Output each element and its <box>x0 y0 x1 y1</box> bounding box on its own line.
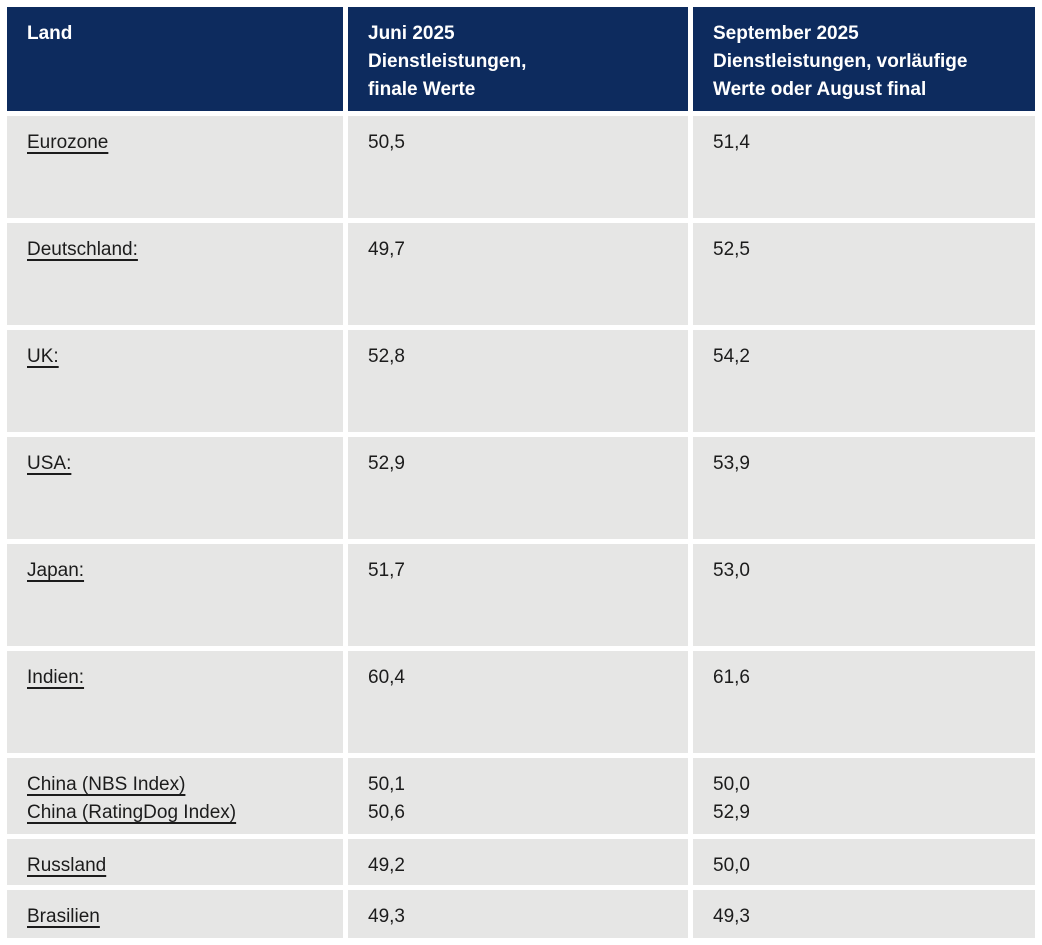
cell-land: Indien: <box>7 651 343 753</box>
cell-land: USA: <box>7 437 343 539</box>
cell-land: Brasilien <box>7 890 343 938</box>
cell-land: China (NBS Index) China (RatingDog Index… <box>7 758 343 834</box>
header-cell-june-2025: Juni 2025 Dienstleistungen, finale Werte <box>348 7 688 111</box>
country-link-brasilien[interactable]: Brasilien <box>27 906 100 927</box>
cell-june-value: 49,7 <box>348 223 688 325</box>
cell-june-value: 51,7 <box>348 544 688 646</box>
cell-september-value: 53,0 <box>693 544 1035 646</box>
country-link-uk[interactable]: UK: <box>27 346 59 367</box>
value-china-ratingdog-june: 50,6 <box>368 802 405 823</box>
country-link-eurozone[interactable]: Eurozone <box>27 132 109 153</box>
country-link-deutschland[interactable]: Deutschland: <box>27 239 138 260</box>
cell-september-value: 52,5 <box>693 223 1035 325</box>
country-link-russland[interactable]: Russland <box>27 855 107 876</box>
cell-june-value: 49,3 <box>348 890 688 938</box>
cell-september-value: 54,2 <box>693 330 1035 432</box>
cell-june-value: 60,4 <box>348 651 688 753</box>
cell-land: Japan: <box>7 544 343 646</box>
cell-june-value: 52,9 <box>348 437 688 539</box>
value-china-nbs-september: 50,0 <box>713 774 750 795</box>
value-china-nbs-june: 50,1 <box>368 774 405 795</box>
country-link-china-nbs[interactable]: China (NBS Index) <box>27 774 186 795</box>
cell-june-value: 50,5 <box>348 116 688 218</box>
cell-september-value: 49,3 <box>693 890 1035 938</box>
cell-land: UK: <box>7 330 343 432</box>
cell-land: Russland <box>7 839 343 885</box>
header-cell-september-2025: September 2025 Dienstleistungen, vorläuf… <box>693 7 1035 111</box>
cell-september-value: 50,0 <box>693 839 1035 885</box>
cell-june-value: 50,1 50,6 <box>348 758 688 834</box>
country-link-china-ratingdog[interactable]: China (RatingDog Index) <box>27 802 237 823</box>
header-cell-land: Land <box>7 7 343 111</box>
cell-land: Eurozone <box>7 116 343 218</box>
cell-land: Deutschland: <box>7 223 343 325</box>
value-china-ratingdog-september: 52,9 <box>713 802 750 823</box>
country-link-japan[interactable]: Japan: <box>27 560 85 581</box>
cell-september-value: 51,4 <box>693 116 1035 218</box>
country-link-usa[interactable]: USA: <box>27 453 72 474</box>
cell-september-value: 50,0 52,9 <box>693 758 1035 834</box>
cell-june-value: 52,8 <box>348 330 688 432</box>
cell-september-value: 61,6 <box>693 651 1035 753</box>
cell-june-value: 49,2 <box>348 839 688 885</box>
country-link-indien[interactable]: Indien: <box>27 667 85 688</box>
cell-september-value: 53,9 <box>693 437 1035 539</box>
